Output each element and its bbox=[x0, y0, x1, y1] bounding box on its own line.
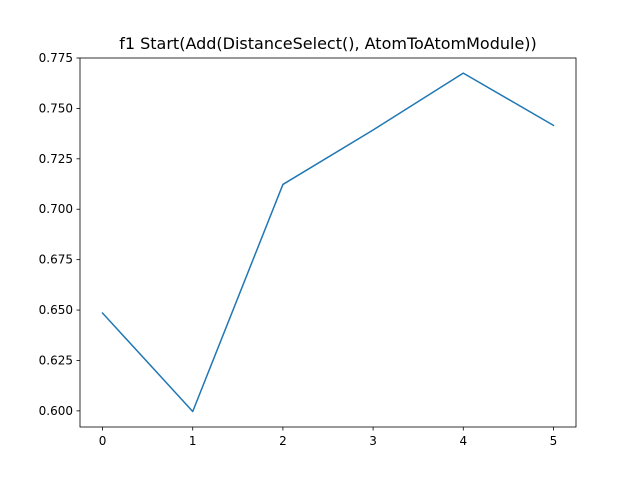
y-tick-label: 0.775 bbox=[39, 51, 73, 65]
y-tick-label: 0.725 bbox=[39, 152, 73, 166]
chart-title: f1 Start(Add(DistanceSelect(), AtomToAto… bbox=[119, 34, 537, 53]
x-tick-label: 3 bbox=[369, 434, 377, 448]
series-line-0 bbox=[101, 72, 555, 413]
x-tick-label: 5 bbox=[550, 434, 558, 448]
x-tick-label: 2 bbox=[279, 434, 287, 448]
axes-frame bbox=[79, 57, 577, 428]
y-tick-label: 0.650 bbox=[39, 303, 73, 317]
y-tick-label: 0.600 bbox=[39, 404, 73, 418]
x-tick-label: 4 bbox=[459, 434, 467, 448]
y-tick-label: 0.675 bbox=[39, 253, 73, 267]
plot-area: 0 1 2 3 4 5 0.600 0.625 0.650 0.675 0.700 0.725 0.75… bbox=[39, 51, 577, 448]
x-tick-label: 0 bbox=[99, 434, 107, 448]
x-tick-label: 1 bbox=[189, 434, 197, 448]
y-tick-label: 0.750 bbox=[39, 101, 73, 115]
y-tick-label: 0.700 bbox=[39, 202, 73, 216]
y-tick-label: 0.625 bbox=[39, 353, 73, 367]
